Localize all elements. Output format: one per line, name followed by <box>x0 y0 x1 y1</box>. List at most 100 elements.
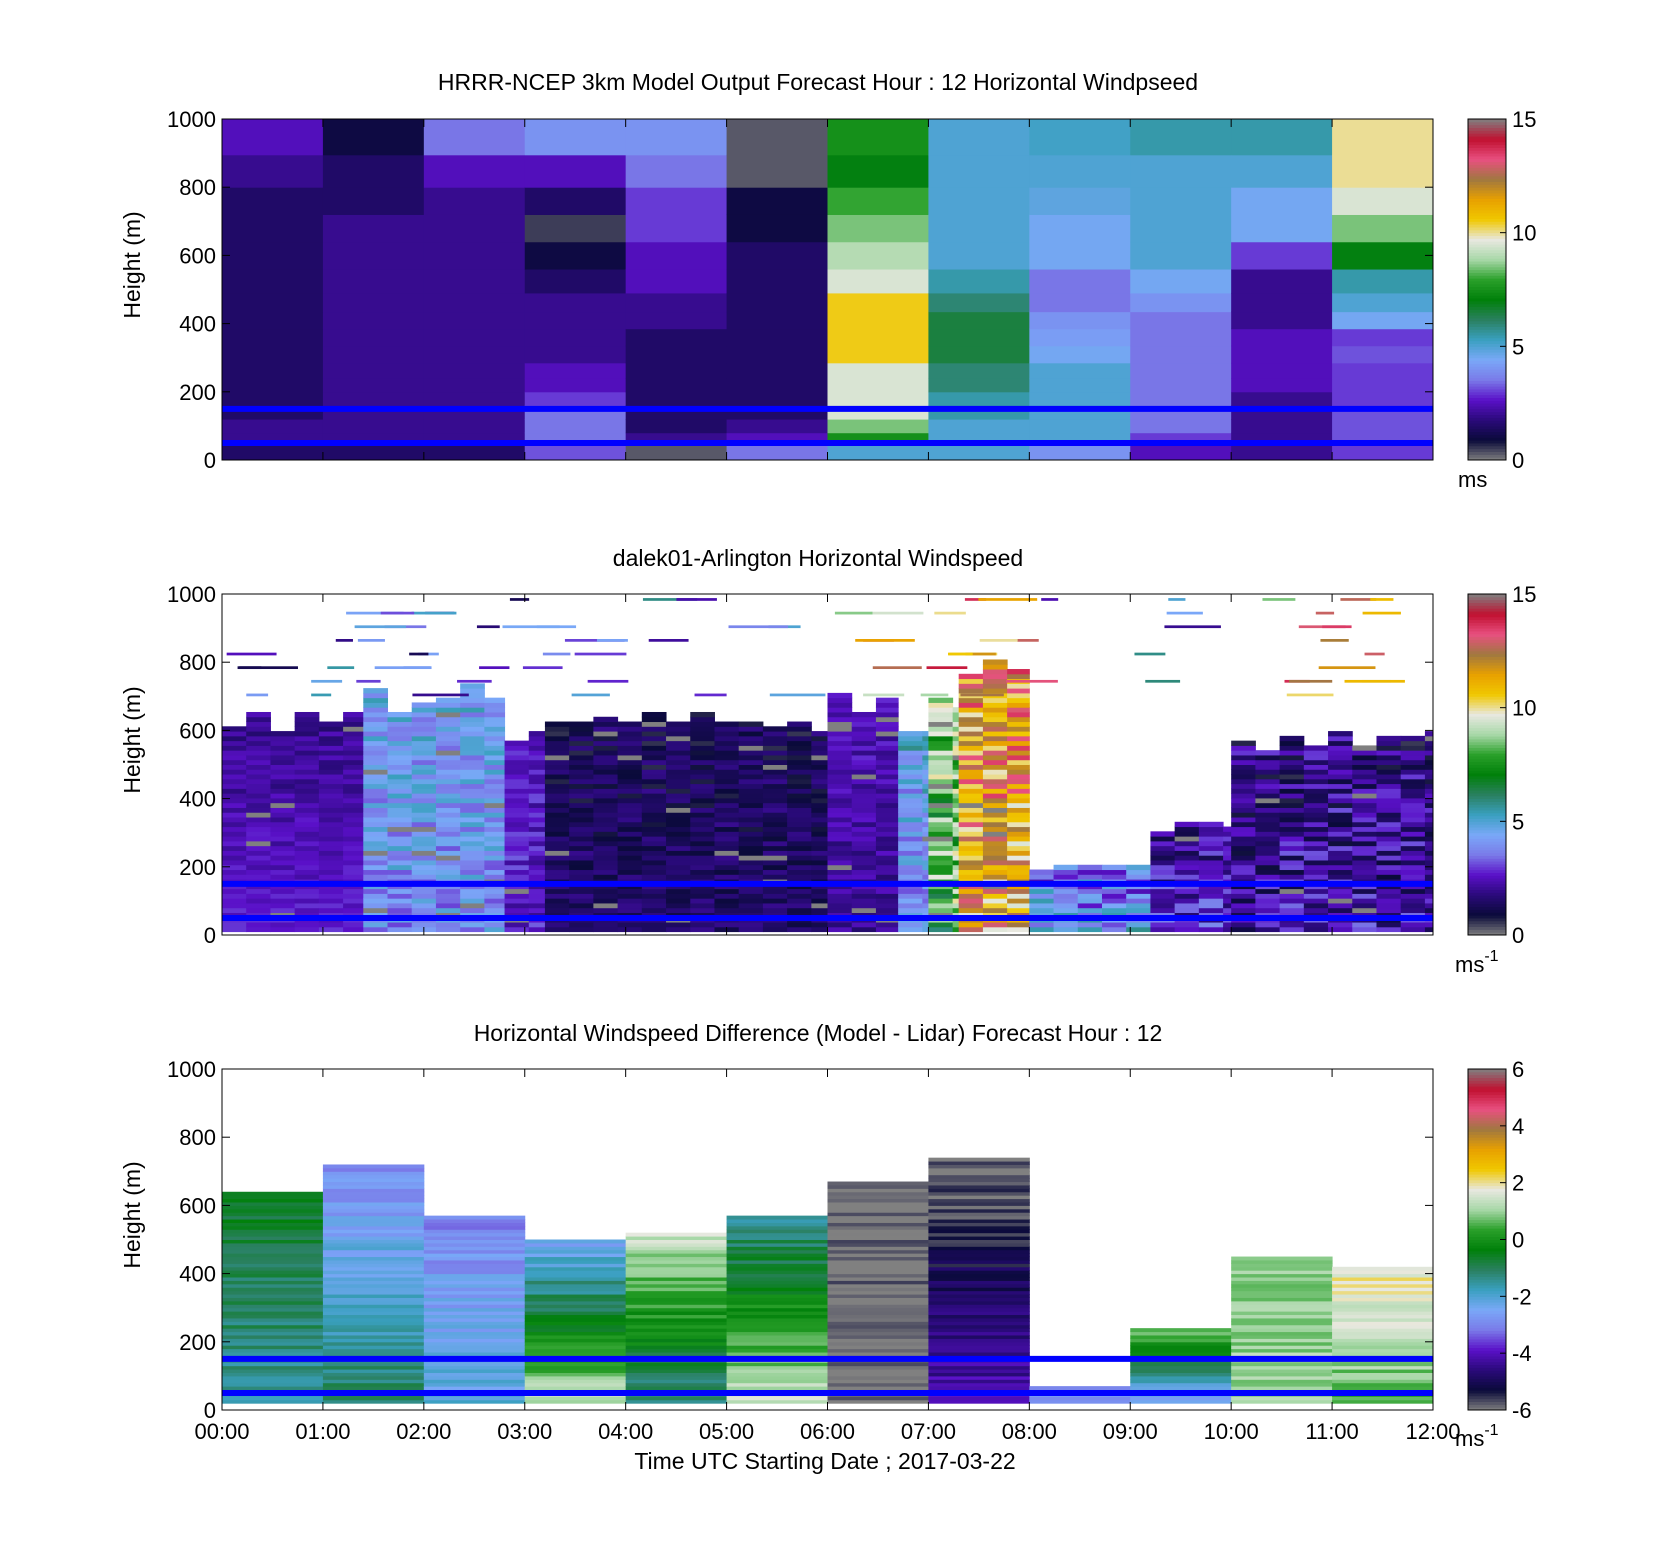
difference-cell <box>222 1277 324 1281</box>
lidar-cell <box>690 859 715 866</box>
colorbar-segment <box>1468 1304 1506 1309</box>
lidar-cell <box>504 774 530 780</box>
lidar-streak <box>226 652 277 656</box>
lidar-streak <box>246 693 269 697</box>
lidar-cell <box>569 764 594 770</box>
lidar-cell <box>294 888 320 894</box>
lidar-cell <box>318 788 344 794</box>
lidar-cell <box>387 764 413 770</box>
lidar-cell <box>1007 845 1030 851</box>
lidar-cell <box>343 826 364 832</box>
panel-model-colorbar-unit: ms <box>1458 467 1487 492</box>
lidar-cell <box>666 750 691 756</box>
lidar-cell <box>460 869 485 875</box>
lidar-cell <box>922 774 929 780</box>
lidar-cell <box>928 726 954 732</box>
difference-cell <box>625 1297 728 1302</box>
difference-cell <box>524 1399 627 1404</box>
lidar-cell <box>343 797 364 804</box>
difference-cell <box>524 1379 627 1384</box>
colorbar-segment <box>1468 243 1506 248</box>
lidar-cell <box>762 812 788 818</box>
lidar-streak <box>1262 598 1296 601</box>
model-cell <box>827 362 929 379</box>
lidar-cell <box>1328 769 1353 775</box>
difference-cell <box>524 1270 627 1275</box>
lidar-cell <box>958 888 984 894</box>
lidar-cell <box>982 922 1008 928</box>
colorbar-segment <box>1468 1187 1506 1192</box>
lidar-cell <box>851 869 877 875</box>
lidar-cell <box>1255 840 1281 847</box>
difference-cell <box>524 1396 627 1401</box>
lidar-cell <box>690 711 715 718</box>
lidar-cell <box>1352 807 1377 813</box>
colorbar-tick-label: 10 <box>1512 696 1536 721</box>
lidar-cell <box>318 888 344 894</box>
difference-cell <box>1130 1338 1232 1343</box>
lidar-cell <box>1223 845 1232 851</box>
difference-cell <box>1130 1399 1232 1404</box>
lidar-streak <box>574 652 627 656</box>
difference-cell <box>423 1372 526 1377</box>
lidar-cell <box>1231 926 1256 933</box>
lidar-cell <box>435 711 461 718</box>
colorbar-segment <box>1468 613 1506 618</box>
colorbar-segment <box>1468 246 1506 251</box>
lidar-cell <box>982 702 1008 708</box>
lidar-cell <box>738 821 764 828</box>
lidar-cell <box>593 769 619 775</box>
lidar-cell <box>928 855 954 861</box>
lidar-cell <box>898 793 923 799</box>
lidar-cell <box>617 826 643 832</box>
lidar-cell <box>387 807 413 813</box>
lidar-cell <box>827 831 853 837</box>
difference-cell <box>423 1263 526 1268</box>
lidar-cell <box>484 745 506 751</box>
lidar-cell <box>270 845 296 851</box>
lidar-cell <box>1400 783 1426 789</box>
difference-cell <box>928 1259 1030 1264</box>
lidar-cell <box>222 898 247 904</box>
lidar-cell <box>928 859 954 866</box>
lidar-cell <box>1053 888 1079 894</box>
difference-cell <box>726 1287 828 1292</box>
lidar-cell <box>958 688 984 694</box>
colorbar-segment <box>1468 1162 1506 1167</box>
difference-cell <box>322 1232 425 1237</box>
lidar-cell <box>222 735 247 742</box>
lidar-cell <box>435 745 461 751</box>
colorbar-segment <box>1468 226 1506 231</box>
lidar-cell <box>1424 898 1434 904</box>
model-cell <box>625 345 728 364</box>
lidar-cell <box>504 845 530 851</box>
lidar-cell <box>641 888 667 894</box>
colorbar-segment <box>1468 124 1506 129</box>
colorbar-segment <box>1468 232 1506 237</box>
difference-cell <box>1332 1379 1434 1384</box>
lidar-cell <box>762 797 788 804</box>
lidar-cell <box>922 754 929 761</box>
colorbar-segment <box>1468 254 1506 259</box>
model-cell <box>827 119 929 156</box>
lidar-cell <box>958 802 984 808</box>
lidar-cell <box>1007 821 1030 828</box>
model-cell <box>1130 241 1232 270</box>
difference-cell <box>827 1232 929 1237</box>
lidar-cell <box>387 922 413 928</box>
difference-cell <box>928 1321 1030 1326</box>
lidar-cell <box>811 821 828 828</box>
colorbar-segment <box>1468 880 1506 885</box>
colorbar-segment <box>1468 795 1506 800</box>
model-cell <box>1332 328 1434 347</box>
lidar-cell <box>928 888 954 894</box>
difference-cell <box>322 1171 425 1176</box>
lidar-streak <box>509 598 530 601</box>
lidar-cell <box>387 731 413 737</box>
lidar-cell <box>1174 845 1200 851</box>
lidar-streak <box>327 666 355 670</box>
colorbar-segment <box>1468 1216 1506 1221</box>
lidar-cell <box>690 793 715 799</box>
